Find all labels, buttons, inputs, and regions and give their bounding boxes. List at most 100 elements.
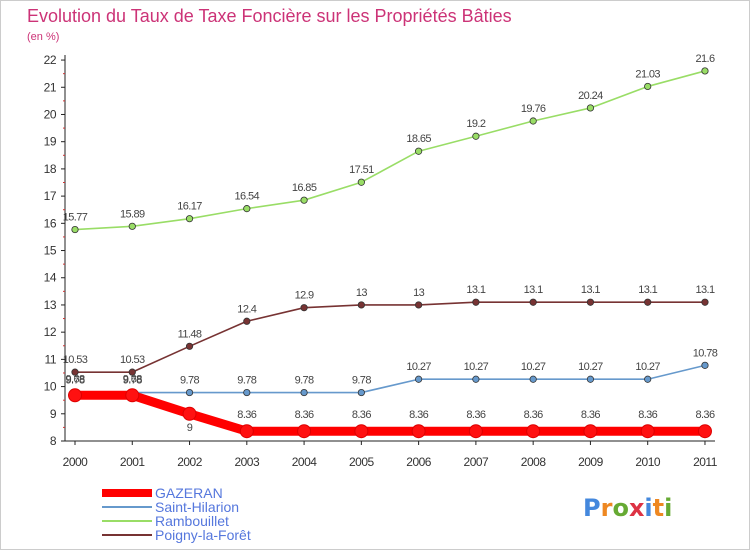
- logo-letter: x: [629, 494, 645, 522]
- data-label: 8.36: [237, 409, 256, 421]
- legend: GAZERANSaint-HilarionRambouilletPoigny-l…: [102, 485, 251, 543]
- data-point: [243, 388, 251, 397]
- data-label: 10.53: [120, 354, 145, 366]
- x-tick-label: 2010: [635, 455, 661, 469]
- data-point: [185, 215, 194, 223]
- y-tick-label: 9: [50, 407, 57, 421]
- series-line: [74, 364, 706, 394]
- data-point: [354, 424, 369, 439]
- logo-letter: P: [583, 494, 601, 522]
- data-point: [185, 388, 194, 397]
- data-label: 13.1: [695, 284, 714, 296]
- data-label: 17.51: [349, 164, 374, 176]
- data-point: [357, 301, 365, 309]
- data-point: [300, 388, 308, 397]
- y-tick-label: 22: [44, 53, 57, 67]
- x-tick-label: 2009: [578, 455, 604, 469]
- data-label: 10.53: [63, 354, 88, 366]
- data-point: [644, 375, 652, 383]
- data-point: [128, 222, 136, 230]
- y-tick-label: 11: [45, 352, 57, 366]
- x-tick-label: 2006: [406, 455, 432, 469]
- series-layer: 10.53 10.53 11.48 12.4 12.9 13 13 13.1 13.1 13.1 1…: [63, 53, 718, 439]
- series-gazeran: 9.68 9.68 9 8.36 8.36 8.36 8.36 8.36 8.36 8.36 8.3…: [65, 373, 716, 439]
- data-point: [529, 117, 537, 125]
- series-line: [74, 301, 706, 373]
- data-label: 13.1: [638, 284, 657, 296]
- data-label: 9.68: [123, 373, 142, 385]
- y-tick-label: 16: [44, 216, 57, 230]
- x-tick-label: 2011: [693, 455, 718, 469]
- data-point: [125, 388, 140, 403]
- data-point: [472, 375, 480, 383]
- data-point: [68, 388, 82, 403]
- data-point: [415, 147, 423, 155]
- y-tick-label: 14: [44, 271, 57, 285]
- data-point: [526, 424, 541, 439]
- data-label: 11.48: [178, 328, 202, 340]
- data-label: 16.85: [292, 182, 317, 194]
- data-label: 13: [413, 287, 425, 299]
- data-point: [701, 361, 709, 369]
- series-saint-hilarion: 9.78 9.78 9.78 9.78 9.78 9.78 10.27 10.27 10.27 1…: [65, 347, 718, 397]
- data-label: 12.9: [295, 290, 314, 302]
- data-label: 16.54: [235, 191, 260, 203]
- data-label: 10.27: [578, 361, 603, 373]
- chart-title: Evolution du Taux de Taxe Foncière sur l…: [27, 6, 512, 26]
- legend-label: Poigny-la-Forêt: [155, 527, 251, 543]
- data-label: 21.6: [695, 53, 714, 65]
- y-tick-label: 17: [44, 189, 57, 203]
- data-label: 13.1: [581, 284, 600, 296]
- y-tick-label: 21: [44, 80, 57, 94]
- data-point: [182, 406, 197, 421]
- data-label: 9: [187, 422, 193, 434]
- data-label: 9.78: [123, 375, 142, 387]
- data-label: 9.78: [352, 375, 371, 387]
- data-label: 19.2: [466, 118, 485, 130]
- chart-subtitle: (en %): [27, 31, 59, 43]
- data-label: 8.36: [581, 409, 600, 421]
- data-label: 10.27: [635, 361, 660, 373]
- x-tick-label: 2000: [63, 455, 89, 469]
- data-point: [300, 304, 308, 312]
- logo-letter: o: [612, 494, 629, 522]
- y-tick-label: 18: [44, 162, 57, 176]
- data-label: 8.36: [295, 409, 314, 421]
- data-label: 9.78: [237, 375, 256, 387]
- data-label: 12.4: [237, 303, 256, 315]
- data-label: 10.78: [693, 347, 718, 359]
- axes: 8 9 10 11 12 13 14 15 16 17 18 19 20 21 22 2000 2001 2002…: [44, 53, 719, 469]
- series-line: [74, 70, 706, 231]
- x-tick-label: 2008: [521, 455, 547, 469]
- legend-label: Saint-Hilarion: [155, 499, 239, 515]
- data-point: [243, 317, 251, 325]
- data-point: [357, 388, 365, 397]
- data-point: [239, 424, 254, 439]
- data-label: 8.36: [638, 409, 657, 421]
- data-point: [701, 67, 709, 75]
- data-point: [644, 82, 652, 91]
- y-tick-label: 20: [44, 107, 57, 121]
- data-point: [586, 298, 595, 306]
- data-point: [644, 298, 652, 306]
- data-label: 16.17: [177, 201, 202, 213]
- data-point: [583, 424, 598, 439]
- data-label: 13.1: [524, 284, 543, 296]
- y-tick-label: 12: [44, 325, 57, 339]
- data-label: 10.27: [406, 361, 431, 373]
- legend-label: GAZERAN: [155, 485, 223, 501]
- x-tick-label: 2003: [234, 455, 260, 469]
- data-label: 18.65: [406, 133, 431, 145]
- logo-letter: r: [601, 494, 613, 522]
- x-tick-label: 2001: [120, 455, 146, 469]
- data-label: 19.76: [521, 103, 546, 115]
- data-point: [415, 375, 423, 383]
- data-label: 9.78: [295, 375, 314, 387]
- x-tick-label: 2004: [292, 455, 318, 469]
- data-point: [468, 424, 483, 439]
- data-label: 8.36: [695, 409, 714, 421]
- data-label: 21.03: [635, 68, 660, 80]
- data-label: 10.27: [521, 361, 546, 373]
- legend-label: Rambouillet: [155, 513, 229, 529]
